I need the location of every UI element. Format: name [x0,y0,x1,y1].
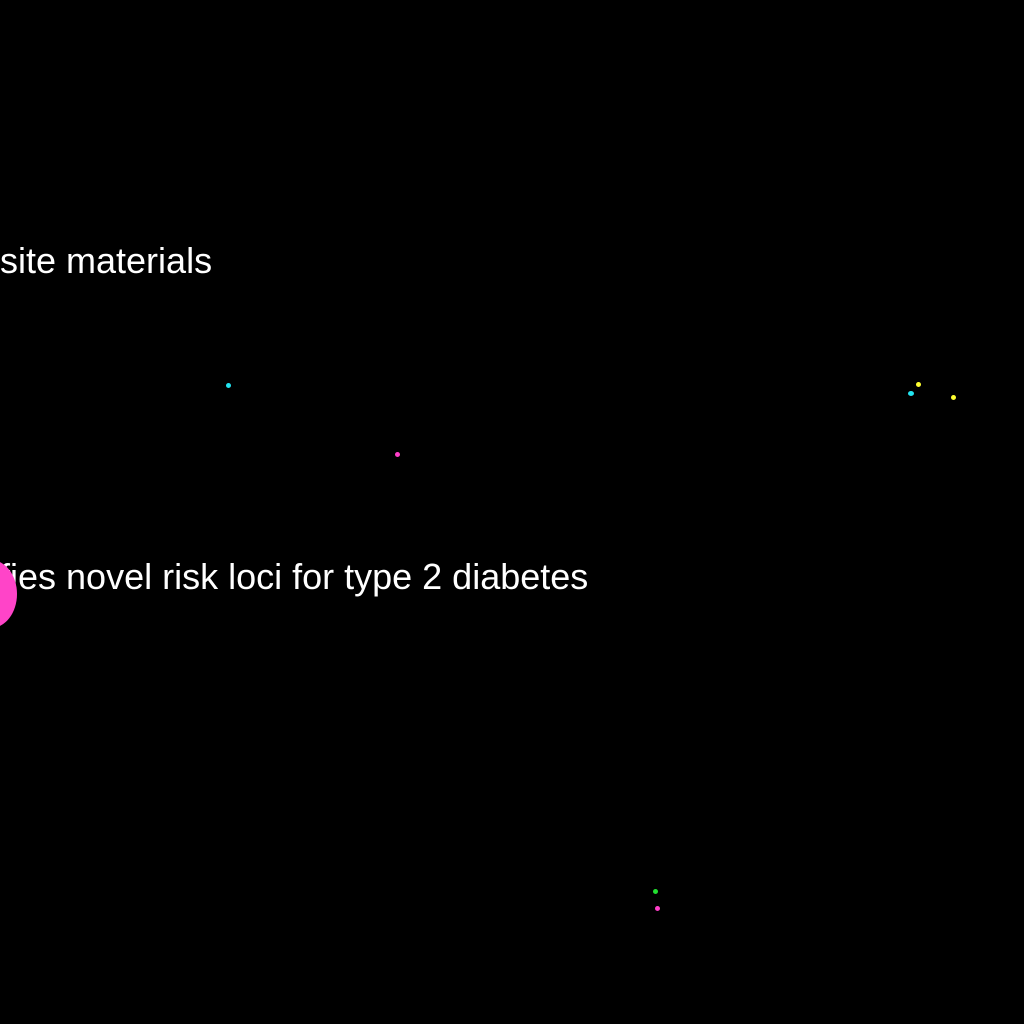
upper-text-label: site materials [0,240,213,281]
cyan-dot [908,391,914,396]
green-dot [653,889,658,894]
magenta-dot [655,906,660,911]
cyan-dot [226,383,231,388]
yellow-dot [951,395,956,400]
yellow-dot [916,382,921,387]
magenta-dot [395,452,400,457]
magenta-blob [0,560,17,628]
lower-text-label: fies novel risk loci for type 2 diabetes [0,556,589,597]
